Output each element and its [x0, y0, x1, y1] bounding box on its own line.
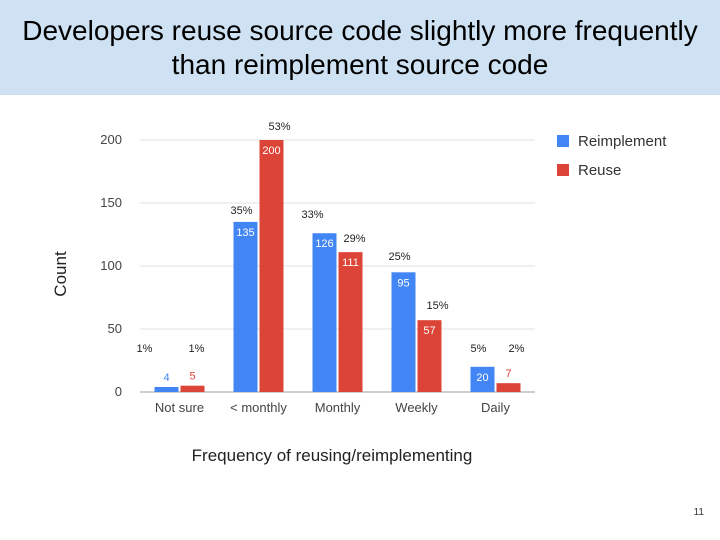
y-tick-label: 0 [115, 384, 122, 399]
slide-title: Developers reuse source code slightly mo… [0, 14, 720, 82]
percent-label: 5% [471, 343, 487, 355]
percent-label: 29% [343, 233, 365, 245]
slide-number: 11 [693, 507, 704, 518]
bar-reuse [338, 252, 363, 392]
percent-label: 15% [426, 300, 448, 312]
data-label-reimplement: 20 [476, 372, 488, 384]
percent-label: 35% [230, 205, 252, 217]
x-tick-label: Not sure [155, 400, 204, 415]
percent-label: 1% [137, 343, 153, 355]
bar-reuse [417, 320, 442, 392]
legend-label-reimplement: Reimplement [578, 133, 667, 150]
data-label-reimplement: 95 [397, 277, 409, 289]
bar-reuse [259, 140, 284, 392]
title-band [0, 0, 720, 95]
x-tick-label: Daily [481, 400, 510, 415]
bar-reuse [180, 385, 205, 392]
legend-swatch-reuse [557, 164, 569, 176]
data-label-reuse: 7 [505, 368, 511, 380]
legend-swatch-reimplement [557, 135, 569, 147]
y-tick-label: 200 [100, 132, 122, 147]
data-label-reuse: 200 [262, 145, 280, 157]
data-label-reuse: 57 [423, 325, 435, 337]
bar-reimplement [233, 221, 258, 392]
bar-reimplement [470, 366, 495, 392]
percent-label: 53% [268, 121, 290, 133]
y-tick-label: 100 [100, 258, 122, 273]
bar-reimplement [154, 386, 179, 392]
y-axis-title: Count [51, 251, 70, 297]
slide-title-line1: Developers reuse source code slightly mo… [22, 15, 698, 46]
x-axis-title: Frequency of reusing/reimplementing [192, 446, 473, 465]
percent-label: 25% [388, 251, 410, 263]
percent-label: 1% [189, 343, 205, 355]
data-label-reuse: 5 [189, 371, 195, 383]
percent-label: 33% [301, 209, 323, 221]
bar-reimplement [312, 233, 337, 392]
bar-reuse [496, 383, 521, 392]
x-tick-label: Weekly [395, 400, 438, 415]
y-tick-label: 150 [100, 195, 122, 210]
data-label-reimplement: 4 [163, 372, 169, 384]
x-tick-label: Monthly [315, 400, 361, 415]
data-label-reimplement: 135 [236, 227, 254, 239]
bar-reimplement [391, 272, 416, 392]
y-tick-label: 50 [108, 321, 122, 336]
x-tick-label: < monthly [230, 400, 287, 415]
percent-label: 2% [509, 343, 525, 355]
data-label-reuse: 111 [342, 257, 359, 269]
slide-title-line2: than reimplement source code [171, 49, 549, 80]
data-label-reimplement: 126 [315, 238, 333, 250]
legend-label-reuse: Reuse [578, 162, 621, 179]
